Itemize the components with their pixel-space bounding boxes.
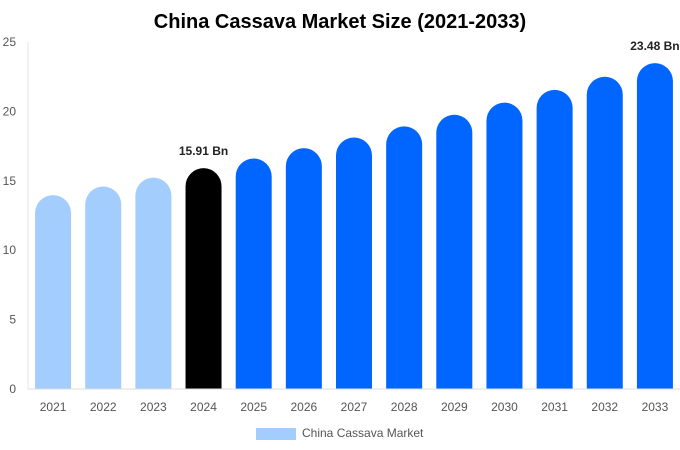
x-tick-label: 2031 <box>541 400 568 414</box>
x-tick-label: 2032 <box>591 400 618 414</box>
bar-2030[interactable] <box>486 102 523 389</box>
x-axis: 2021 2022 2023 2024 2025 2026 2027 2028 2029 2030… <box>28 388 680 414</box>
bar-2026[interactable] <box>285 148 322 389</box>
x-tick-label: 2029 <box>441 400 468 414</box>
bar-2021[interactable] <box>35 195 72 389</box>
chart-title: China Cassava Market Size (2021-2033) <box>154 11 526 33</box>
y-tick-label: 20 <box>3 104 17 118</box>
legend-label: China Cassava Market <box>302 426 424 440</box>
x-tick-label: 2023 <box>140 400 167 414</box>
data-label: 15.91 Bn <box>179 144 228 158</box>
bar-2028[interactable] <box>386 126 423 390</box>
bar-2031[interactable] <box>536 89 573 390</box>
x-tick-label: 2021 <box>40 400 67 414</box>
bar-2032[interactable] <box>586 76 623 389</box>
y-tick-label: 25 <box>3 35 17 49</box>
y-tick-label: 5 <box>9 313 16 327</box>
x-tick-label: 2028 <box>391 400 418 414</box>
y-tick-label: 15 <box>3 174 17 188</box>
x-tick-label: 2027 <box>341 400 368 414</box>
bar-2025[interactable] <box>235 158 272 389</box>
y-tick-label: 10 <box>3 243 17 257</box>
x-tick-label: 2025 <box>240 400 267 414</box>
legend[interactable]: China Cassava Market <box>256 426 424 440</box>
legend-swatch <box>256 428 296 440</box>
y-axis: 0 5 10 15 20 25 <box>3 35 29 396</box>
bar-2033[interactable] <box>636 63 673 390</box>
x-tick-label: 2022 <box>90 400 117 414</box>
bar-2024[interactable] <box>185 168 222 389</box>
bars <box>35 63 673 390</box>
x-tick-label: 2033 <box>642 400 669 414</box>
x-tick-label: 2030 <box>491 400 518 414</box>
x-tick-label: 2026 <box>290 400 317 414</box>
y-tick-label: 0 <box>9 382 16 396</box>
x-tick-label: 2024 <box>190 400 217 414</box>
bar-2027[interactable] <box>336 137 372 389</box>
data-label: 23.48 Bn <box>630 39 679 53</box>
data-labels: 15.91 Bn 23.48 Bn <box>179 39 680 158</box>
bar-2023[interactable] <box>135 177 172 389</box>
bar-2029[interactable] <box>436 114 473 389</box>
bar-2022[interactable] <box>85 186 122 389</box>
